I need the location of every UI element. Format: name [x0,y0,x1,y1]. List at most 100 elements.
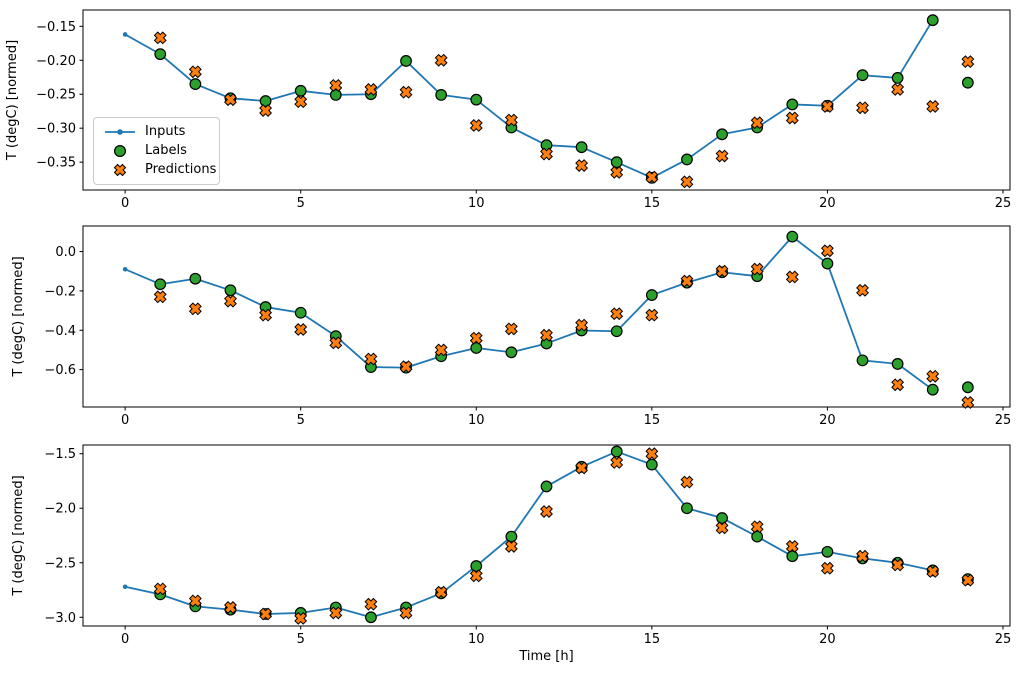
label-point-marker [189,78,202,90]
prediction-point-marker [540,505,553,518]
x-tick-label: 20 [819,413,836,428]
prediction-point-marker [540,147,553,161]
legend: Inputs Labels Predictions [93,117,220,185]
prediction-point-marker [715,149,729,163]
label-point-marker [365,611,377,624]
prediction-point-marker [575,318,589,332]
prediction-point-marker [820,100,834,113]
prediction-point-marker [680,475,694,489]
label-point-marker [891,358,904,370]
prediction-point-marker [610,307,624,321]
prediction-point-marker [575,159,589,172]
label-point-marker [926,383,939,396]
label-point-marker [716,512,728,524]
input-point-marker [122,584,128,590]
label-point-marker [961,76,974,89]
label-point-marker [575,141,588,154]
legend-item-predictions: Predictions [103,162,216,178]
label-point-marker [505,530,518,543]
y-tick-label: −0.4 [44,324,76,339]
y-axis-label: T (degC) [normed] [11,475,26,596]
y-tick-label: −2.5 [44,556,76,571]
x-axis: 0 5 10 15 20 25 [121,407,1011,428]
prediction-point-marker [504,539,518,553]
prediction-point-marker [469,331,483,345]
y-tick-label: 0.0 [55,245,76,260]
prediction-point-marker [294,323,308,336]
prediction-point-marker [680,274,694,288]
series-predictions [153,244,975,409]
x-tick-label: 20 [819,196,836,211]
prediction-point-marker [575,461,589,475]
x-tick-label: 5 [297,196,305,211]
prediction-point-marker [188,594,202,608]
series-predictions [153,447,975,625]
prediction-point-marker [153,582,167,596]
x-axis: 0 5 10 15 20 25 [121,626,1011,647]
input-point-marker [122,266,128,272]
prediction-point-marker [294,95,308,109]
legend-circle-sample [114,144,127,157]
legend-label-inputs: Inputs [145,124,186,140]
y-axis-label: T (degC) [normed] [5,40,20,161]
label-point-marker [681,502,693,515]
prediction-point-marker [610,165,624,179]
prediction-point-marker [329,78,343,92]
label-point-marker [926,14,939,27]
x-axis: 0 5 10 15 20 25 [121,190,1011,211]
label-point-marker [786,230,799,243]
prediction-point-marker [294,611,308,625]
prediction-point-marker [645,170,659,184]
series-labels [154,14,974,184]
x-tick-label: 0 [121,632,129,647]
prediction-point-marker [399,606,413,620]
label-point-marker [540,480,553,493]
x-tick-label: 0 [121,413,129,428]
x-marker-icon [113,163,127,176]
label-point-marker [645,289,658,301]
prediction-point-marker [364,597,378,611]
prediction-point-marker [434,53,448,67]
prediction-point-marker [961,396,975,409]
legend-label-labels: Labels [145,142,187,158]
x-tick-label: 0 [121,196,129,211]
label-point-marker [470,560,483,572]
y-tick-label: −0.25 [36,88,76,103]
prediction-point-marker [153,31,167,45]
y-tick-label: −0.15 [36,20,76,35]
label-point-marker [610,156,623,169]
prediction-point-marker [750,262,764,276]
label-point-marker [400,55,412,67]
prediction-point-marker [715,521,729,535]
x-tick-label: 25 [995,413,1012,428]
label-point-marker [786,98,799,111]
prediction-point-marker [820,561,834,575]
y-axis: −1.5 −2.0 −2.5 −3.0 [44,447,83,626]
prediction-point-marker [750,116,764,130]
y-tick-label: −1.5 [44,447,76,462]
label-point-marker [961,381,974,394]
prediction-point-marker [224,294,237,308]
prediction-point-marker [153,290,167,304]
label-point-marker [821,545,834,558]
x-tick-label: 20 [819,632,836,647]
prediction-point-marker [434,585,448,599]
legend-item-inputs: Inputs [103,124,211,140]
legend-label-predictions: Predictions [145,161,217,177]
label-point-marker [224,284,237,297]
label-point-marker [610,445,623,458]
label-point-marker [189,272,202,285]
prediction-point-marker [891,558,905,572]
label-point-marker [259,95,272,107]
line-dot-icon [105,129,135,136]
x-tick-label: 25 [995,632,1012,647]
subplot-bottom: 0 5 10 15 20 25 −1.5 −2.0 −2.5 −3.0 T (degC) [norm… [11,444,1011,647]
axes-frame [82,444,1011,627]
label-point-marker [856,69,869,82]
prediction-point-marker [399,360,413,374]
prediction-point-marker [645,308,659,322]
y-axis: 0.0 −0.2 −0.4 −0.6 [44,245,83,378]
label-point-marker [154,48,167,61]
prediction-point-marker [259,104,273,117]
